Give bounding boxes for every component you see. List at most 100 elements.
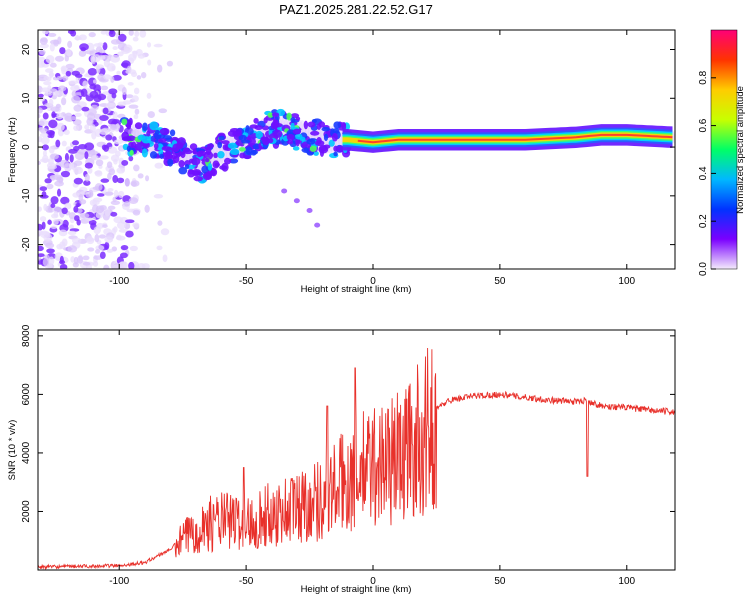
spectrogram-noise-blob	[42, 30, 49, 35]
spectrogram-x-tick-label: 0	[370, 276, 376, 287]
spectrogram-noise-blob	[83, 179, 91, 186]
colorbar-ticks: 0.0 0.2 0.4 0.6 0.8	[698, 70, 716, 276]
spectrogram-noise-blob	[60, 170, 71, 178]
spectrogram-trace-blob	[167, 158, 174, 167]
spectrogram-trace-blob	[272, 129, 283, 139]
spectrogram-noise-blob	[56, 188, 62, 197]
spectrogram-noise-blob	[64, 153, 69, 162]
spectrogram-noise-blob	[122, 261, 128, 269]
spectrogram-side-blob	[281, 188, 288, 194]
spectrogram-noise-blob	[128, 155, 134, 162]
spectrogram-noise-blob	[93, 226, 101, 235]
spectrogram-noise-blob	[131, 181, 137, 187]
spectrogram-noise-blob	[47, 219, 52, 225]
spectrogram-noise-blob	[48, 32, 57, 37]
spectrogram-noise-blob	[97, 42, 104, 47]
spectrogram-noise-blob	[70, 85, 80, 92]
spectrogram-noise-blob	[106, 248, 114, 253]
spectrogram-noise-blob	[68, 148, 78, 154]
spectrogram-noise-blob	[88, 189, 94, 197]
spectrogram-noise-blob	[88, 32, 96, 38]
spectrogram-noise-blob	[153, 193, 164, 199]
spectrogram-trace-blob	[157, 138, 167, 143]
spectrogram-trace-blob	[149, 121, 159, 131]
spectrogram-trace-blob	[213, 152, 218, 159]
snr-series-line	[38, 347, 675, 570]
spectrogram-noise-blob	[99, 251, 106, 259]
spectrogram-noise-blob	[107, 172, 112, 180]
spectrogram-noise-blob	[77, 255, 84, 264]
spectrogram-noise-blob	[145, 175, 150, 182]
spectrogram-noise-blob	[56, 112, 64, 120]
colorbar-tick-label: 0.2	[698, 214, 709, 228]
spectrogram-noise-blob	[53, 210, 59, 218]
spectrogram-trace-blob	[134, 143, 142, 151]
colorbar-tick-label: 0.6	[698, 118, 709, 132]
spectrogram-noise-blob	[112, 111, 118, 120]
spectrogram-trace-blob	[169, 129, 176, 137]
spectrogram-noise-blob	[87, 247, 95, 252]
spectrogram-trace-blob	[286, 140, 294, 145]
spectrogram-noise-blob	[137, 262, 146, 269]
spectrogram-noise-blob	[68, 80, 79, 85]
spectrogram-noise-blob	[50, 196, 59, 205]
spectrogram-noise-blob	[162, 254, 168, 263]
spectrogram-trace-blob	[178, 159, 185, 168]
spectrogram-trace-blob	[263, 117, 268, 124]
spectrogram-noise-blob	[113, 139, 124, 145]
spectrogram-side-blob	[306, 207, 313, 213]
spectrogram-noise-blob	[117, 190, 125, 199]
colorbar-tick-label: 0.4	[698, 166, 709, 180]
spectrogram-noise-blob	[100, 178, 110, 183]
spectrogram-trace-blob	[165, 150, 172, 157]
spectrogram-noise-blob	[133, 164, 140, 172]
spectrogram-noise-blob	[116, 177, 125, 184]
spectrogram-noise-blob	[91, 104, 98, 109]
spectrogram-noise-blob	[39, 49, 46, 55]
spectrogram-trace-blob	[217, 151, 225, 159]
spectrogram-noise-blob	[94, 170, 102, 175]
spectrogram-trace-blob	[323, 133, 329, 142]
spectrogram-noise-blob	[113, 226, 118, 233]
spectrogram-noise-blob	[85, 237, 95, 242]
spectrogram-trace-blob	[292, 146, 300, 151]
spectrogram-noise-blob	[99, 128, 109, 135]
spectrogram-noise-blob	[95, 249, 101, 254]
spectrogram-trace-blob	[232, 131, 242, 137]
spectrogram-trace-blob	[229, 148, 240, 156]
spectrogram-noise-blob	[135, 48, 143, 57]
snr-panel: -100 -50 0 50 100 2000 4000 6000 8000 Height of …	[7, 324, 676, 595]
snr-y-tick-label: 8000	[21, 324, 32, 347]
spectrogram-noise-blob	[131, 95, 139, 103]
spectrogram-trace-blob	[328, 139, 335, 147]
spectrogram-noise-blob	[91, 155, 99, 161]
spectrogram-noise-blob	[74, 73, 83, 78]
spectrogram-noise-blob	[38, 85, 43, 94]
spectrogram-noise-blob	[79, 212, 90, 219]
spectrogram-noise-blob	[107, 118, 118, 125]
spectrogram-trace-blob	[316, 123, 322, 130]
spectrogram-trace-blob	[149, 151, 158, 159]
spectrogram-noise-blob	[139, 30, 147, 38]
spectrogram-noise-blob	[119, 252, 128, 259]
snr-x-tick-label: 100	[618, 576, 635, 587]
spectrogram-trace-blob	[309, 145, 317, 152]
spectrogram-noise-blob	[113, 216, 123, 224]
spectrogram-noise-blob	[38, 120, 45, 126]
spectrogram-noise-blob	[102, 107, 109, 115]
spectrogram-noise-blob	[42, 257, 50, 267]
spectrogram-noise-blob	[46, 129, 55, 136]
spectrogram-noise-blob	[100, 54, 111, 61]
spectrogram-noise-blob	[43, 80, 52, 86]
spectrogram-noise-blob	[102, 224, 108, 228]
spectrogram-noise-blob	[108, 123, 117, 128]
spectrogram-noise-blob	[112, 174, 119, 183]
spectrogram-noise-blob	[74, 112, 82, 117]
spectrogram-noise-blob	[112, 46, 118, 51]
spectrogram-noise-blob	[39, 216, 47, 222]
spectrogram-noise-blob	[40, 87, 51, 93]
snr-x-tick-label: -100	[109, 576, 129, 587]
spectrogram-noise-blob	[120, 244, 129, 251]
spectrogram-trace-blob	[238, 134, 247, 141]
